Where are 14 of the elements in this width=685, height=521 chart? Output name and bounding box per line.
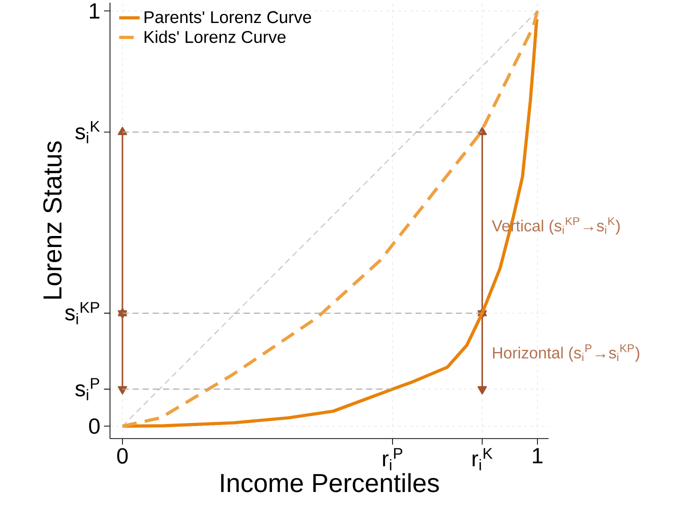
legend-label: Parents' Lorenz Curve [144, 11, 312, 24]
x-tick-label: 1 [532, 448, 542, 464]
x-axis-title: Income Percentiles [221, 473, 439, 492]
y-tick-label: 1 [90, 4, 100, 19]
legend-label: Kids' Lorenz Curve [144, 30, 286, 44]
y-tick-label: 0 [89, 418, 100, 434]
x-tick-label: r$_{i}$K [472, 448, 493, 470]
y-axis-title: Lorenz Status [43, 142, 62, 299]
annotation: Horizontal (s$_{i}$$^{P}$→s$_{i}$$^{KP}$) [493, 344, 640, 362]
x-tick-label: r$_{i}$P [383, 448, 402, 470]
x-tick-label: 0 [117, 448, 128, 464]
y-tick-label: s$_{i}$K [75, 121, 100, 144]
y-tick-label: s$_{i}$P [75, 378, 100, 400]
y-tick-label: s$_{i}$KP [65, 302, 100, 324]
